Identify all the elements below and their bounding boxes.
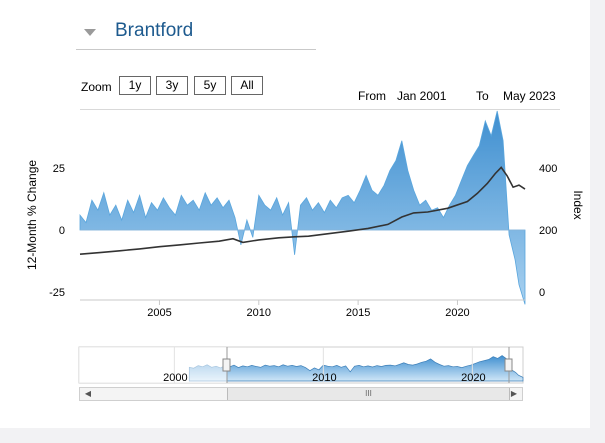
navigator-tick-label: 2000 <box>163 372 187 384</box>
scroll-left-icon[interactable]: ◀ <box>84 389 92 398</box>
y-left-tick-label: 25 <box>53 163 65 175</box>
y-right-axis-ticks: 400 200 0 <box>539 163 557 299</box>
range-to-value[interactable]: May 2023 <box>503 89 556 103</box>
navigator-left-handle[interactable] <box>222 358 231 372</box>
index-line <box>79 166 526 255</box>
zoom-3y-button[interactable]: 3y <box>156 76 188 95</box>
range-divider <box>80 109 560 110</box>
y-left-axis-label: 12-Month % Change <box>25 160 39 270</box>
navigator-right-handle[interactable] <box>504 358 513 372</box>
pct-change-area <box>79 110 526 305</box>
y-right-tick-label: 0 <box>539 287 545 299</box>
y-right-tick-label: 200 <box>539 225 557 237</box>
caret-down-icon[interactable] <box>84 29 96 36</box>
zoom-label: Zoom <box>81 80 112 94</box>
x-tick-label: 2015 <box>346 307 370 319</box>
navigator-ticks: 2000 2010 2020 <box>163 347 486 384</box>
scrollbar-thumb[interactable]: III <box>227 388 510 400</box>
x-tick-label: 2010 <box>247 307 271 319</box>
range-from-label: From <box>358 89 386 103</box>
navigator-scrollbar[interactable]: ◀ III ▶ <box>79 387 523 401</box>
x-tick-label: 2020 <box>445 307 469 319</box>
y-left-tick-label: 0 <box>59 225 65 237</box>
title-row[interactable]: Brantford <box>76 16 316 50</box>
navigator-tick-label: 2020 <box>461 372 485 384</box>
y-right-tick-label: 400 <box>539 163 557 175</box>
zoom-1y-button[interactable]: 1y <box>119 76 151 95</box>
zoom-5y-button[interactable]: 5y <box>194 76 226 95</box>
navigator[interactable]: 2000 2010 2020 <box>78 346 524 384</box>
navigator-area <box>188 355 524 382</box>
range-to-label: To <box>476 89 489 103</box>
x-axis-ticks: 2005 2010 2015 2020 <box>80 299 525 319</box>
scroll-right-icon[interactable]: ▶ <box>510 389 518 398</box>
range-from-value[interactable]: Jan 2001 <box>397 89 447 103</box>
y-right-axis-label: Index <box>571 190 585 219</box>
y-left-tick-label: -25 <box>49 287 65 299</box>
zoom-all-button[interactable]: All <box>231 76 263 95</box>
chart-card: Brantford Zoom 1y 3y 5y All From Jan 200… <box>0 0 590 428</box>
x-tick-label: 2005 <box>147 307 171 319</box>
y-left-axis-ticks: 25 0 -25 <box>49 163 65 299</box>
chart-title: Brantford <box>115 20 194 41</box>
navigator-tick-label: 2010 <box>312 372 336 384</box>
